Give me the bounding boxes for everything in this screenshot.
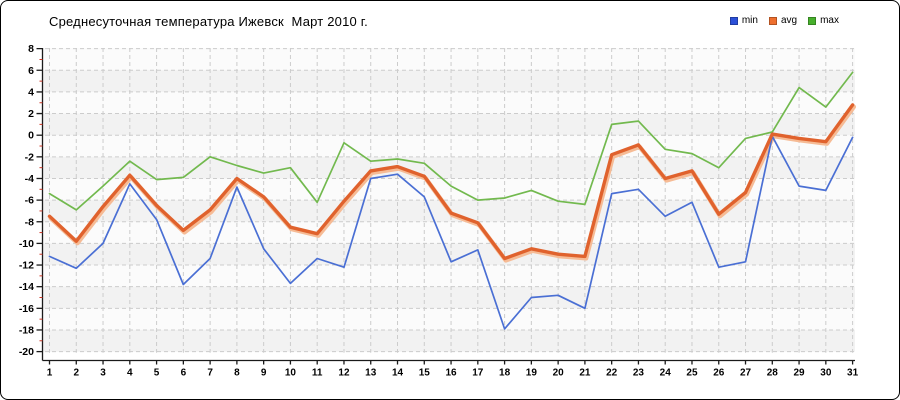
x-tick-label: 20: [553, 368, 565, 379]
x-tick-label: 22: [606, 368, 618, 379]
x-tick-label: 24: [660, 368, 672, 379]
y-tick-label: -6: [25, 195, 34, 207]
x-tick-label: 3: [100, 368, 106, 379]
chart-title: Среднесуточная температура Ижевск Март 2…: [49, 14, 368, 29]
y-tick-label: -8: [25, 216, 34, 228]
y-tick-label: -18: [19, 324, 34, 336]
plot-band: [42, 113, 855, 136]
y-tick-label: 2: [28, 108, 34, 120]
x-tick-label: 5: [154, 368, 160, 379]
legend: min avg max: [729, 15, 839, 26]
y-tick-label: 4: [28, 86, 34, 98]
legend-label: max: [820, 15, 839, 26]
legend-swatch-min: [729, 16, 738, 25]
x-tick-label: 19: [526, 368, 538, 379]
min-series-line: [48, 135, 854, 330]
y-tick-label: 0: [28, 130, 34, 142]
x-tick-label: 10: [285, 368, 297, 379]
x-tick-label: 15: [419, 368, 431, 379]
x-tick-label: 28: [767, 368, 779, 379]
max-series-line: [48, 71, 854, 211]
y-tick-label: 8: [28, 43, 34, 55]
plot-band: [42, 329, 855, 352]
legend-swatch-avg: [768, 16, 777, 25]
avg-series-line: [47, 103, 855, 261]
x-tick-label: 21: [579, 368, 591, 379]
x-tick-label: 13: [365, 368, 377, 379]
legend-swatch-max: [808, 16, 817, 25]
x-tick-label: 18: [499, 368, 511, 379]
legend-item-min: min: [729, 15, 758, 26]
y-tick-label: -12: [19, 260, 34, 272]
x-tick-label: 1: [47, 368, 53, 379]
legend-item-avg: avg: [768, 15, 798, 26]
x-tick-label: 2: [73, 368, 79, 379]
x-tick-label: 26: [713, 368, 725, 379]
y-tick-label: -2: [25, 151, 34, 163]
x-tick-label: 12: [338, 368, 350, 379]
legend-label: avg: [780, 15, 798, 26]
y-tick-label: -16: [19, 303, 34, 315]
x-tick-label: 14: [392, 368, 404, 379]
x-tick-label: 6: [181, 368, 187, 379]
legend-item-max: max: [808, 15, 839, 26]
x-tick-label: 25: [686, 368, 698, 379]
x-tick-label: 7: [207, 368, 213, 379]
y-tick-label: -14: [19, 281, 34, 293]
x-tick-label: 8: [234, 368, 240, 379]
x-tick-label: 29: [793, 368, 805, 379]
x-tick-label: 16: [445, 368, 457, 379]
y-tick-label: -10: [19, 238, 34, 250]
x-tick-label: 4: [127, 368, 133, 379]
x-tick-label: 17: [472, 368, 484, 379]
x-tick-label: 23: [633, 368, 645, 379]
x-tick-label: 31: [847, 368, 859, 379]
y-tick-label: -4: [25, 173, 34, 185]
x-tick-label: 9: [261, 368, 267, 379]
x-tick-label: 11: [312, 368, 323, 379]
plot-band: [42, 286, 855, 309]
y-tick-label: 6: [28, 65, 34, 77]
legend-label: min: [741, 15, 758, 26]
y-tick-label: -20: [19, 346, 34, 358]
x-tick-label: 30: [820, 368, 832, 379]
plot-band: [42, 156, 855, 179]
plot-band: [42, 70, 855, 92]
x-tick-label: 27: [740, 368, 752, 379]
